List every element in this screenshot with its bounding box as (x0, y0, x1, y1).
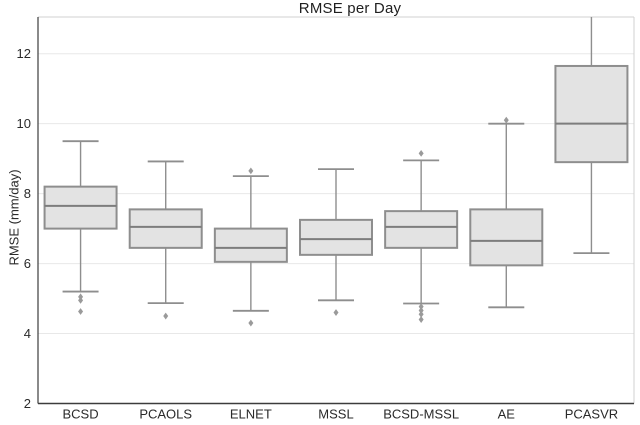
box-MSSL (299, 168, 373, 316)
outlier-point (418, 307, 424, 314)
outlier-point (418, 310, 424, 318)
outlier-point (418, 303, 424, 311)
box-rect (299, 218, 373, 256)
x-category-label: BCSD (63, 407, 99, 422)
x-category-label: AE (498, 407, 516, 422)
outlier-point (248, 319, 254, 327)
x-category-label: MSSL (318, 407, 353, 422)
box-rect (213, 227, 288, 263)
outlier-point (503, 116, 509, 124)
box-rect (128, 208, 203, 249)
outlier-point (418, 150, 424, 157)
outlier-point (78, 293, 84, 301)
y-tick-label: 12 (17, 46, 31, 61)
box-BCSD (43, 140, 118, 315)
y-tick-label: 4 (24, 326, 31, 341)
outlier-point (78, 308, 84, 315)
x-category-label: ELNET (230, 407, 272, 422)
outlier-point (418, 316, 424, 323)
y-axis-label: RMSE (mm/day) (6, 169, 22, 266)
x-category-label: PCASVR (565, 407, 618, 422)
box-AE (469, 116, 544, 309)
y-tick-label: 2 (24, 396, 31, 411)
outlier-point (248, 167, 254, 175)
box-rect (554, 64, 629, 164)
y-tick-label: 8 (24, 186, 31, 201)
box-PCAOLS (128, 160, 203, 320)
box-rect (43, 185, 118, 230)
outlier-point (333, 309, 339, 316)
box-ELNET (213, 167, 288, 327)
y-tick-label: 10 (17, 116, 31, 131)
box-BCSD-MSSL (384, 150, 459, 323)
box-rect (469, 208, 544, 267)
box-PCASVR (554, 17, 629, 254)
x-category-label: PCAOLS (139, 407, 192, 422)
box-rect (384, 210, 459, 249)
outlier-point (78, 296, 84, 304)
x-category-label: BCSD-MSSL (383, 407, 459, 422)
y-tick-label: 6 (24, 256, 31, 271)
chart-title: RMSE per Day (298, 0, 402, 17)
outlier-point (163, 312, 169, 320)
